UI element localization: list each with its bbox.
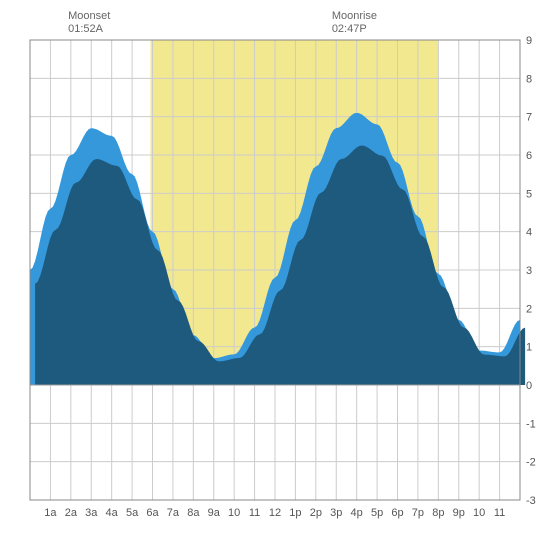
svg-text:7a: 7a (167, 507, 180, 519)
svg-text:6p: 6p (391, 507, 403, 519)
svg-text:3: 3 (526, 265, 532, 277)
svg-text:7p: 7p (412, 507, 424, 519)
svg-text:11: 11 (249, 507, 260, 519)
moonrise-title: Moonrise (332, 10, 377, 22)
svg-text:6: 6 (526, 150, 532, 162)
moonset-title: Moonset (68, 10, 110, 22)
moonset-label: Moonset 01:52A (68, 10, 110, 36)
svg-text:2: 2 (526, 303, 532, 315)
svg-text:1a: 1a (44, 507, 57, 519)
svg-text:11: 11 (494, 507, 505, 519)
svg-text:8: 8 (526, 73, 532, 85)
svg-text:8a: 8a (187, 507, 200, 519)
svg-text:3a: 3a (85, 507, 98, 519)
svg-text:-2: -2 (526, 457, 536, 469)
svg-text:9p: 9p (453, 507, 465, 519)
svg-text:1: 1 (526, 342, 532, 354)
svg-text:4: 4 (526, 227, 532, 239)
svg-text:5p: 5p (371, 507, 383, 519)
chart-svg: -3-2-101234567891a2a3a4a5a6a7a8a9a101112… (10, 10, 540, 540)
svg-text:3p: 3p (330, 507, 342, 519)
svg-text:4a: 4a (106, 507, 119, 519)
moonrise-time: 02:47P (332, 23, 367, 35)
svg-text:1p: 1p (289, 507, 301, 519)
top-labels: Moonset 01:52A Moonrise 02:47P (10, 10, 540, 40)
svg-text:12: 12 (269, 507, 281, 519)
moonset-time: 01:52A (68, 23, 103, 35)
svg-text:5: 5 (526, 188, 532, 200)
tide-chart: Moonset 01:52A Moonrise 02:47P -3-2-1012… (10, 10, 540, 540)
svg-text:0: 0 (526, 380, 532, 392)
svg-text:10: 10 (228, 507, 240, 519)
svg-text:2p: 2p (310, 507, 322, 519)
svg-text:2a: 2a (65, 507, 78, 519)
svg-text:10: 10 (473, 507, 485, 519)
svg-text:8p: 8p (432, 507, 444, 519)
svg-text:4p: 4p (351, 507, 363, 519)
svg-text:6a: 6a (146, 507, 159, 519)
svg-text:9a: 9a (208, 507, 221, 519)
svg-text:-1: -1 (526, 418, 536, 430)
svg-text:-3: -3 (526, 495, 536, 507)
svg-text:5a: 5a (126, 507, 139, 519)
svg-text:7: 7 (526, 112, 532, 124)
moonrise-label: Moonrise 02:47P (332, 10, 377, 36)
